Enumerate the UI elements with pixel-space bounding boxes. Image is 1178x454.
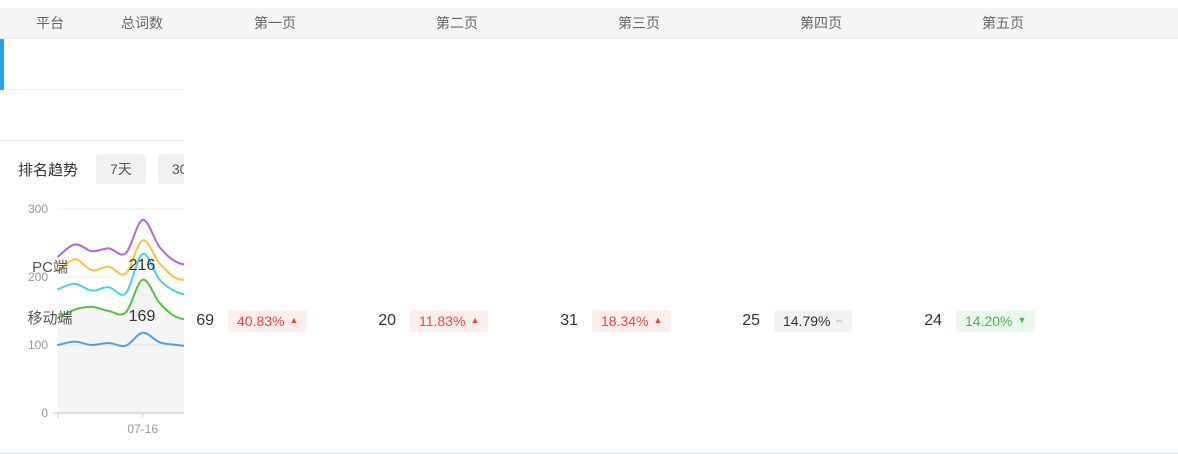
column-header: 第三页	[618, 15, 660, 31]
pct-value: 14.20%	[965, 312, 1013, 329]
page-count: 31	[560, 311, 578, 329]
column-header: 第五页	[982, 15, 1024, 31]
pct-badge: 40.83% ▲	[228, 309, 308, 332]
table-row[interactable]: PC端2169543.98%▲4520.83%▼2612.04%▼209.26%…	[0, 39, 1178, 453]
column-header: 第四页	[800, 15, 842, 31]
total-words: 216	[128, 257, 156, 274]
pct-badge: 18.34% ▲	[592, 309, 672, 332]
page-count: 69	[196, 311, 214, 329]
total-words: 169	[128, 308, 156, 325]
platform-name: PC端	[32, 258, 68, 276]
column-header: 平台	[36, 15, 64, 31]
page-count: 20	[378, 311, 396, 329]
page-stats-cell: 24 14.20% ▼	[912, 90, 1178, 453]
platform-name: 移动端	[27, 309, 73, 327]
trend-up-icon: ▲	[289, 315, 299, 325]
page-count: 24	[924, 311, 942, 329]
pct-value: 18.34%	[601, 312, 649, 329]
y-axis-tick-label: 0	[41, 406, 48, 420]
trend-flat-icon: −	[835, 313, 843, 328]
trend-up-icon: ▲	[470, 315, 480, 325]
table-body: PC端2169543.98%▲4520.83%▼2612.04%▼209.26%…	[0, 39, 1178, 453]
tab-7-days[interactable]: 7天	[96, 154, 146, 184]
trend-down-icon: ▼	[1017, 315, 1027, 325]
trend-section-title: 排名趋势	[18, 161, 79, 179]
pct-value: 14.79%	[783, 312, 831, 329]
pct-badge: 14.20% ▼	[956, 309, 1036, 332]
pct-badge: 14.79% −	[774, 309, 852, 332]
page-count: 25	[742, 311, 760, 329]
table-header-row: 平台 总词数 第一页 第二页 第三页 第四页 第五页	[0, 8, 1178, 39]
column-header: 总词数	[121, 15, 163, 31]
pct-value: 11.83%	[419, 312, 466, 329]
y-axis-tick-label: 100	[28, 338, 48, 352]
y-axis-tick-label: 300	[28, 202, 48, 216]
y-axis-tick-label: 200	[28, 270, 48, 284]
trend-up-icon: ▲	[653, 315, 663, 325]
table-row[interactable]: 移动端 169 69 40.83% ▲ 20 11.83% ▲ 31 18.34% ▲ 25 14.79…	[0, 90, 1178, 453]
column-header: 第一页	[254, 15, 296, 31]
x-axis-tick-label: 07-16	[127, 422, 158, 436]
column-header: 第二页	[436, 15, 478, 31]
pct-value: 40.83%	[237, 312, 285, 329]
pct-badge: 11.83% ▲	[410, 309, 489, 332]
